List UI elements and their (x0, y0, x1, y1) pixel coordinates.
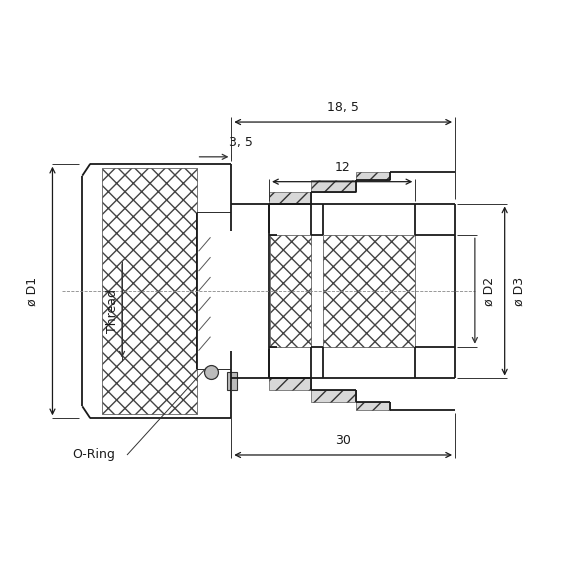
Bar (311, 391, 356, 402)
Bar (356, 172, 391, 180)
Bar (102, 168, 197, 414)
Bar (228, 372, 237, 391)
Text: 18, 5: 18, 5 (327, 101, 359, 114)
Bar (356, 402, 391, 410)
Text: ø D1: ø D1 (26, 276, 38, 306)
Text: O-Ring: O-Ring (72, 449, 115, 462)
Text: ø D3: ø D3 (513, 276, 526, 306)
Bar (270, 235, 311, 347)
Text: 3, 5: 3, 5 (229, 136, 253, 149)
Text: 30: 30 (335, 434, 351, 447)
Bar (269, 191, 311, 204)
Text: Thread: Thread (105, 289, 119, 333)
Bar (311, 180, 356, 191)
Bar (197, 214, 232, 368)
Bar (269, 378, 311, 391)
Text: 12: 12 (334, 161, 350, 173)
Text: ø D2: ø D2 (483, 276, 496, 306)
Bar (323, 235, 415, 347)
Circle shape (204, 365, 218, 379)
